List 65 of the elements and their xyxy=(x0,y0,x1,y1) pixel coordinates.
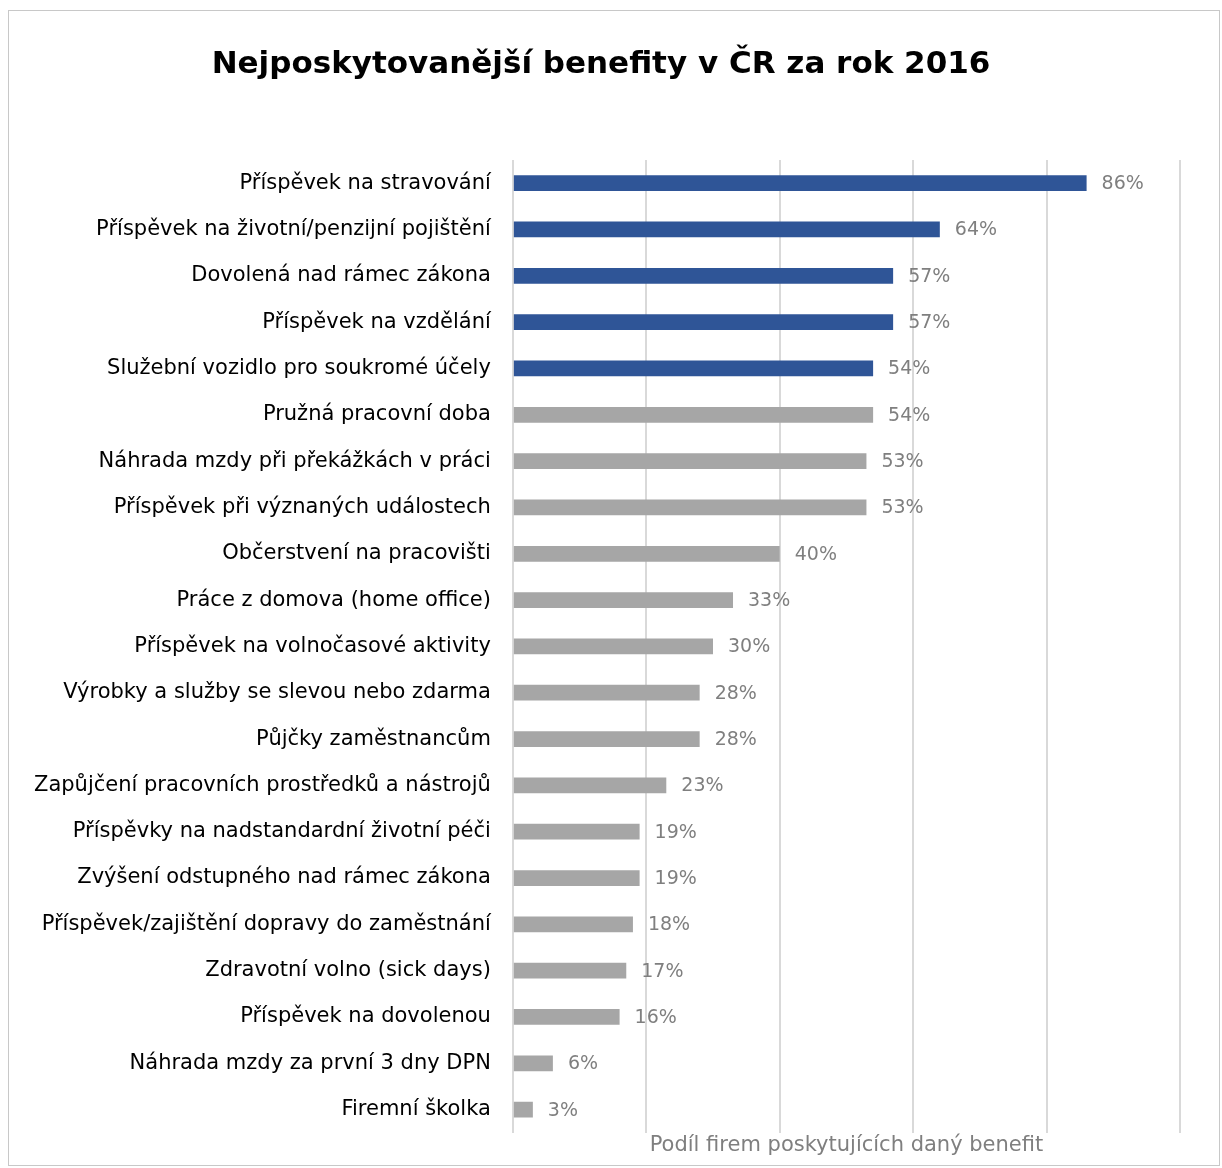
y-tick-label: Služební vozidlo pro soukromé účely xyxy=(107,354,491,379)
data-label: 33% xyxy=(748,588,791,611)
data-label: 54% xyxy=(888,402,931,425)
data-label: 28% xyxy=(714,726,757,749)
bar xyxy=(513,545,780,562)
data-label: 57% xyxy=(908,263,951,286)
data-label: 86% xyxy=(1101,171,1144,194)
data-label: 28% xyxy=(714,680,757,703)
y-tick-label: Dovolená nad rámec zákona xyxy=(191,262,491,287)
bar xyxy=(513,267,894,284)
bar xyxy=(513,916,633,933)
data-label: 30% xyxy=(728,634,771,657)
data-label: 23% xyxy=(681,773,724,796)
data-label: 40% xyxy=(794,541,837,564)
data-label: 64% xyxy=(954,217,998,240)
bar xyxy=(513,499,867,516)
y-tick-label: Zvýšení odstupného nad rámec zákona xyxy=(77,864,491,889)
y-tick-label: Zdravotní volno (sick days) xyxy=(205,957,491,982)
y-tick-label: Příspěvek/zajištění dopravy do zaměstnání xyxy=(41,910,492,935)
y-tick-label: Příspěvek při význaných událostech xyxy=(113,493,491,518)
y-tick-label: Příspěvek na životní/penzijní pojištění xyxy=(96,215,493,240)
bar xyxy=(513,638,713,655)
bar xyxy=(513,1055,553,1072)
data-label: 57% xyxy=(908,310,951,333)
bar xyxy=(513,175,1087,192)
y-tick-label: Pružná pracovní doba xyxy=(262,401,491,426)
chart-title: Nejposkytovanější benefity v ČR za rok 2016 xyxy=(210,44,992,80)
y-tick-label: Příspěvek na dovolenou xyxy=(240,1003,491,1028)
y-tick-label: Půjčky zaměstnancům xyxy=(256,725,491,750)
bar xyxy=(513,1009,620,1025)
bar xyxy=(513,221,940,238)
data-label: 3% xyxy=(547,1097,579,1120)
bar xyxy=(513,360,874,377)
bar xyxy=(513,684,700,701)
data-label: 19% xyxy=(654,865,697,888)
bar xyxy=(513,592,734,608)
bar xyxy=(513,777,667,794)
data-label: 54% xyxy=(888,356,931,379)
data-label: 53% xyxy=(881,449,924,472)
y-tick-label: Náhrada mzdy za první 3 dny DPN xyxy=(129,1049,491,1074)
y-tick-label: Výrobky a služby se slevou nebo zdarma xyxy=(63,679,491,704)
data-label: 17% xyxy=(641,958,684,981)
bar xyxy=(513,406,874,423)
bar xyxy=(513,870,640,886)
y-tick-label: Příspěvek na volnočasové aktivity xyxy=(134,632,491,657)
y-tick-label: Příspěvek na vzdělání xyxy=(262,308,493,333)
y-tick-label: Firemní školka xyxy=(341,1096,491,1121)
data-label: 19% xyxy=(654,819,697,842)
bar xyxy=(513,1101,533,1118)
bar xyxy=(513,823,640,840)
data-label: 6% xyxy=(567,1051,599,1074)
data-label: 18% xyxy=(647,912,691,935)
y-tick-label: Zapůjčení pracovních prostředků a nástrojů xyxy=(33,771,491,796)
bar xyxy=(513,314,894,331)
y-tick-label: Příspěvky na nadstandardní životní péči xyxy=(72,818,491,843)
x-axis-title: Podíl firem poskytujících daný benefit xyxy=(649,1131,1044,1156)
data-label: 16% xyxy=(634,1004,677,1027)
y-tick-label: Příspěvek na stravování xyxy=(239,169,493,194)
y-tick-label: Náhrada mzdy při překážkách v práci xyxy=(98,447,491,472)
bar xyxy=(513,962,627,979)
y-tick-label: Občerstvení na pracovišti xyxy=(222,540,491,565)
bar xyxy=(513,453,867,469)
bar xyxy=(513,731,700,747)
y-tick-label: Práce z domova (home office) xyxy=(176,586,491,611)
data-label: 53% xyxy=(881,495,924,518)
